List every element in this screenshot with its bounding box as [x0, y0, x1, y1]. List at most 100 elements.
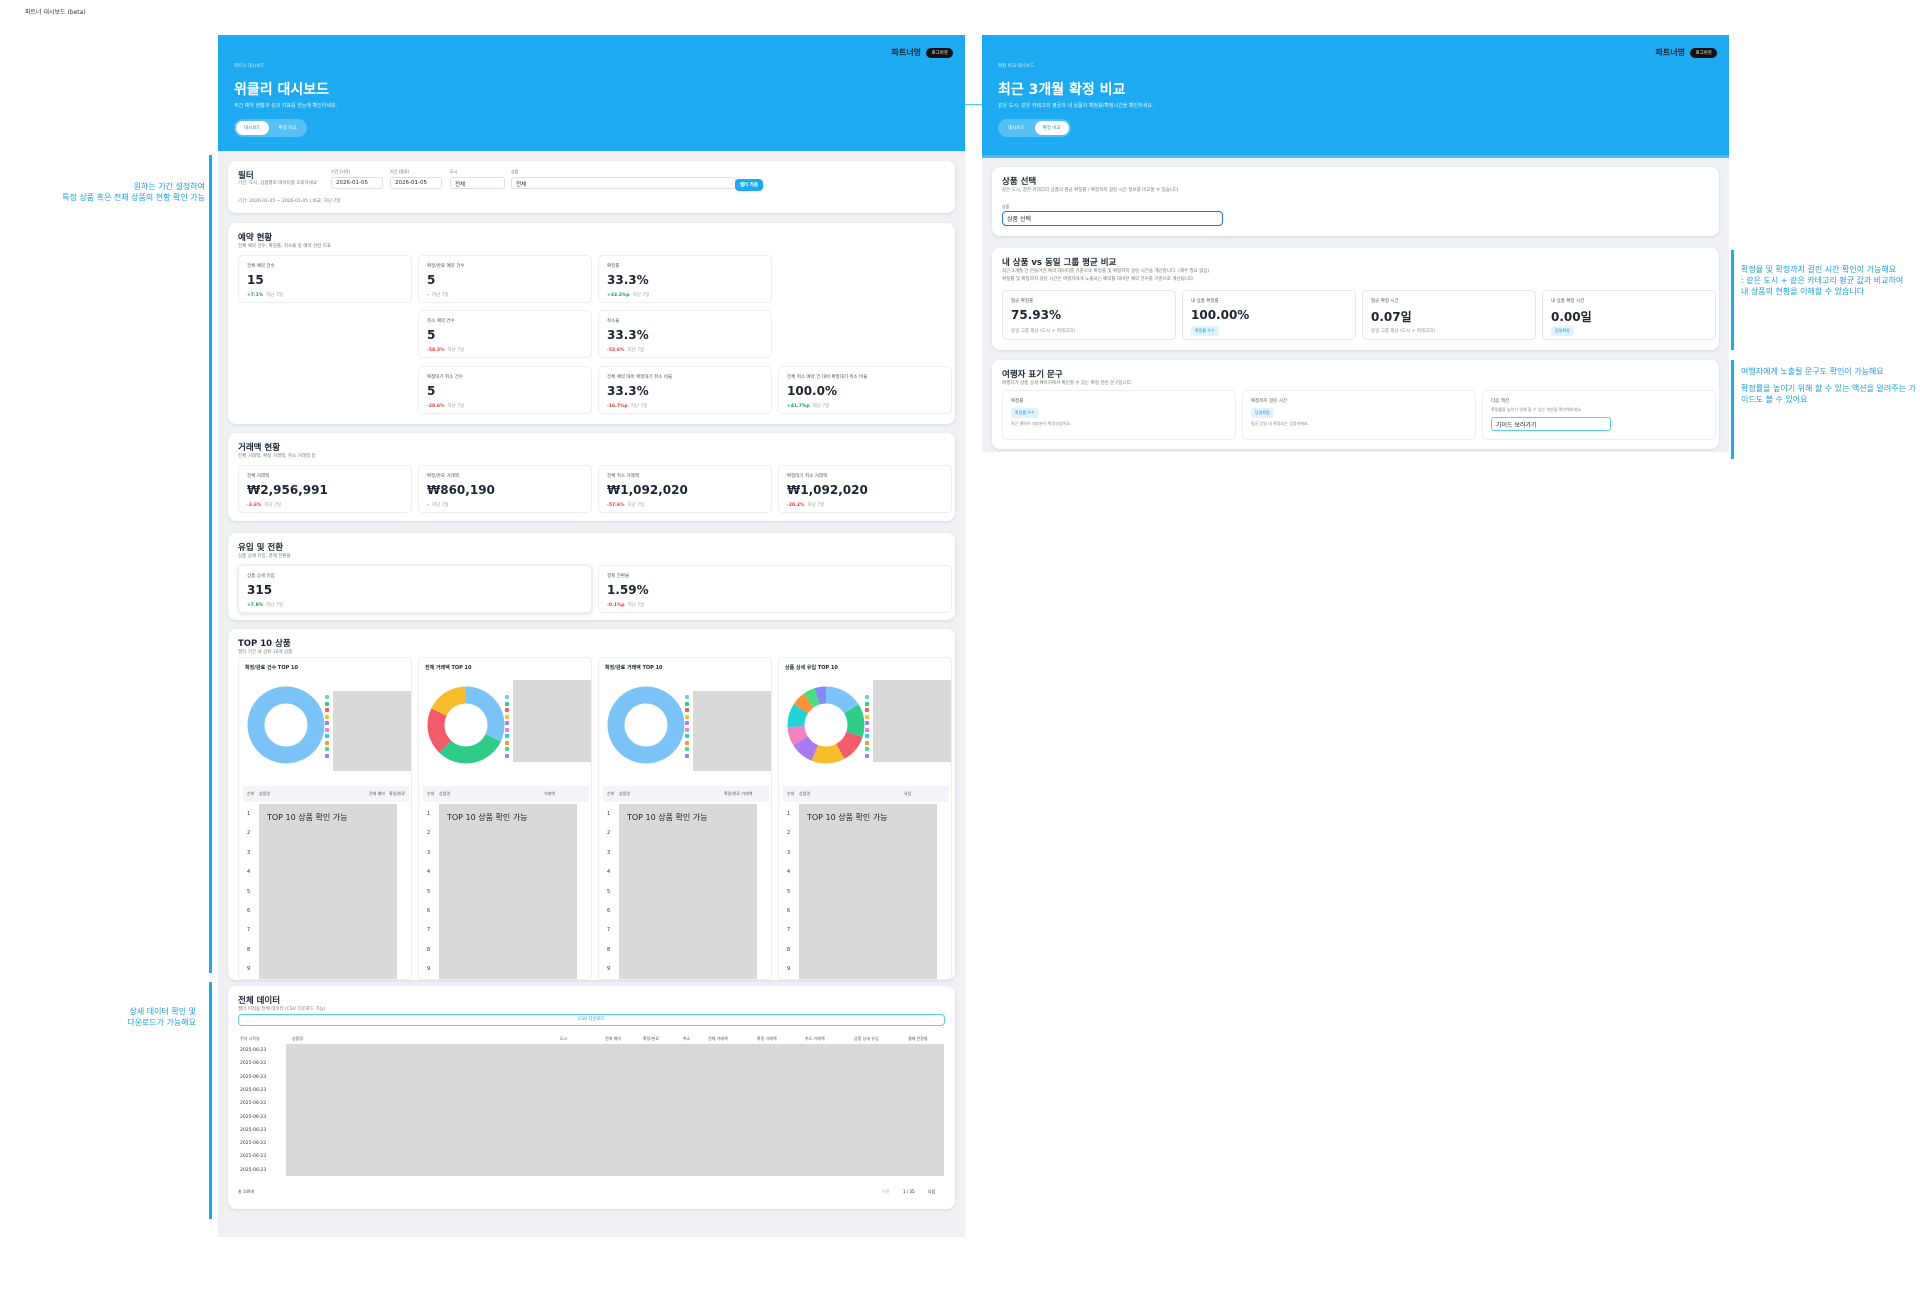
stat-delta: -3.6% 지난 7일	[247, 502, 281, 508]
row-date: 2025-06-23	[240, 1114, 267, 1120]
delta-compare: 지난 7일	[627, 503, 645, 508]
tab-bar: 대시보드 확정 비교	[998, 119, 1071, 137]
table-header: 전체 거래액	[708, 1036, 728, 1041]
stat-card: 전체 취소 거래액 ₩1,092,020 -57.6% 지난 7일	[598, 465, 772, 513]
delta-value: -57.6%	[607, 503, 625, 508]
guide-button[interactable]: 가이드 보러가기	[1491, 417, 1611, 431]
tab[interactable]: 확정 비교	[1034, 121, 1069, 135]
group-compare-card: 내 상품 vs 동일 그룹 평균 비교 최근 3개월 간 만들어진 예약 데이터를…	[992, 248, 1719, 350]
annotation: 여행자에게 노출될 문구도 확인이 가능해요 확정률을 높이기 위해 할 수 있는…	[1741, 366, 1916, 405]
legend-swatch	[685, 695, 689, 699]
product-select[interactable]: 상품 선택	[1002, 211, 1223, 226]
table-header: 취소 거래액	[805, 1036, 825, 1041]
rank: 9	[247, 966, 251, 973]
logout-button[interactable]: 로그아웃	[926, 48, 953, 58]
stat-value: 33.3%	[607, 273, 649, 287]
section-title: 상품 선택	[1002, 177, 1037, 187]
donut-segment	[607, 686, 685, 764]
rank: 4	[427, 869, 431, 876]
stat-card: 확정대기 취소 거래액 ₩1,092,020 -20.2% 지난 7일	[778, 465, 952, 513]
legend-swatch	[685, 734, 689, 738]
annotation-line: 확정률을 높이기 위해 할 수 있는 액션을 알려주는 가	[1741, 384, 1916, 393]
delta-compare: 지난 7일	[266, 603, 283, 608]
annotation-line: 확정율 및 확정까지 걸린 시간 확인이 가능해요	[1741, 265, 1897, 274]
filter-button[interactable]: 필터 적용	[735, 179, 764, 191]
table-header: 순위	[427, 791, 435, 796]
legend-swatch	[865, 740, 869, 745]
stat-value: ₩1,092,020	[607, 483, 688, 497]
donut-chart	[247, 686, 325, 764]
tab[interactable]: 대시보드	[236, 121, 269, 135]
logout-button[interactable]: 로그아웃	[1690, 48, 1717, 58]
delta-value: -	[427, 503, 429, 508]
field-input[interactable]: 2026-01-05	[331, 177, 383, 189]
stat-delta: +41.7%p 지난 7일	[787, 403, 829, 409]
legend-swatch	[865, 727, 869, 732]
rank: 3	[427, 849, 431, 856]
csv-download-button[interactable]: CSV 다운로드	[238, 1014, 945, 1026]
stat-delta: -28.6% 지난 7일	[427, 403, 464, 409]
table-header: 순위	[607, 791, 615, 796]
stat-label: 평균 확정률	[1011, 299, 1034, 304]
table-header: 상품명	[799, 791, 811, 796]
row-date: 2025-06-23	[240, 1127, 267, 1133]
legend-swatch	[505, 727, 509, 732]
stat-value: 0.00일	[1551, 310, 1592, 324]
table-header-bg	[783, 786, 949, 802]
annotation-bar	[209, 982, 212, 1219]
delta-compare: 지난 7일	[627, 603, 645, 608]
tab-bar: 대시보드 확정 비교	[234, 119, 307, 137]
stat-label: 전체 예약 대비 확정대기 취소 비율	[607, 375, 673, 380]
legend-swatch	[505, 734, 509, 738]
stat-value: 1.59%	[607, 583, 649, 597]
legend-swatch	[325, 701, 329, 706]
legend-swatch	[865, 708, 869, 712]
next-button[interactable]: 다음	[928, 1189, 936, 1194]
donut-segment	[427, 686, 505, 764]
legend-swatch	[325, 734, 329, 738]
field-input[interactable]: 전체	[511, 177, 736, 189]
item-text: 최근 예약의 대부분이 확정되었어요.	[1011, 421, 1072, 426]
donut-segment	[787, 686, 865, 764]
rank: 5	[427, 888, 431, 895]
field-input[interactable]: 전체	[450, 177, 505, 189]
tab[interactable]: 대시보드	[1008, 126, 1025, 131]
legend-placeholder	[513, 680, 591, 762]
stat-card: 전체 취소 예약 건 대비 확정대기 취소 비율 100.0% +41.7%p 지난 …	[778, 366, 952, 414]
badge: 당일확정	[1551, 326, 1574, 336]
legend-swatch	[505, 708, 509, 712]
rank: 5	[247, 888, 251, 895]
chart-title: 전체 거래액 TOP 10	[425, 665, 472, 671]
table-header-bg	[603, 786, 769, 802]
legend-swatch	[685, 747, 689, 751]
field-input[interactable]: 2026-01-05	[390, 177, 442, 189]
legend-swatch	[685, 721, 689, 725]
traveler-item: 다음 액션 확정률을 높이기 위해 할 수 있는 액션을 확인해보세요. 가이드 보…	[1482, 390, 1716, 440]
table-header: 상품명	[619, 791, 631, 796]
legend-placeholder	[333, 691, 411, 771]
tab[interactable]: 확정 비교	[278, 126, 297, 131]
header: 파트너 대시보드 위클리 대시보드 주간 예약 현황과 성과 지표를 한눈에 확인하…	[218, 35, 965, 151]
legend-swatch	[505, 747, 509, 751]
table-header-bg	[423, 786, 589, 802]
donut-segment	[787, 686, 865, 764]
stat-label: 전체 예약 건수	[247, 264, 275, 269]
item-label: 확정까지 걸린 시간	[1251, 399, 1287, 404]
section-desc: 최근 3개월 간 만들어진 예약 데이터를 기준으로 확정률 및 확정까지 걸린…	[1002, 269, 1210, 274]
item-text: 평균 당일 내 확정되는 상품이에요.	[1251, 421, 1309, 426]
section-title: 거래액 현황	[238, 443, 281, 453]
legend-swatch	[685, 708, 689, 712]
delta-compare: 지난 7일	[264, 503, 282, 508]
section-title: 필터	[238, 171, 254, 181]
table-header: 도시	[560, 1036, 568, 1041]
delta-compare: 지난 7일	[630, 404, 648, 409]
row-date: 2025-06-23	[240, 1048, 267, 1053]
stat-delta: +7.8% 지난 7일	[247, 602, 283, 608]
prev-button[interactable]: 이전	[882, 1189, 890, 1194]
content-mask: TOP 10 상품 확인 가능	[439, 804, 577, 979]
legend-swatch	[685, 701, 689, 706]
legend-swatch	[865, 721, 869, 725]
rank: 4	[607, 869, 611, 876]
delta-value: -16.7%p	[607, 404, 628, 409]
header-subtitle: 같은 도시, 같은 카테고리 평균과 내 상품의 확정률/확정시간을 확인하세요…	[998, 103, 1154, 109]
